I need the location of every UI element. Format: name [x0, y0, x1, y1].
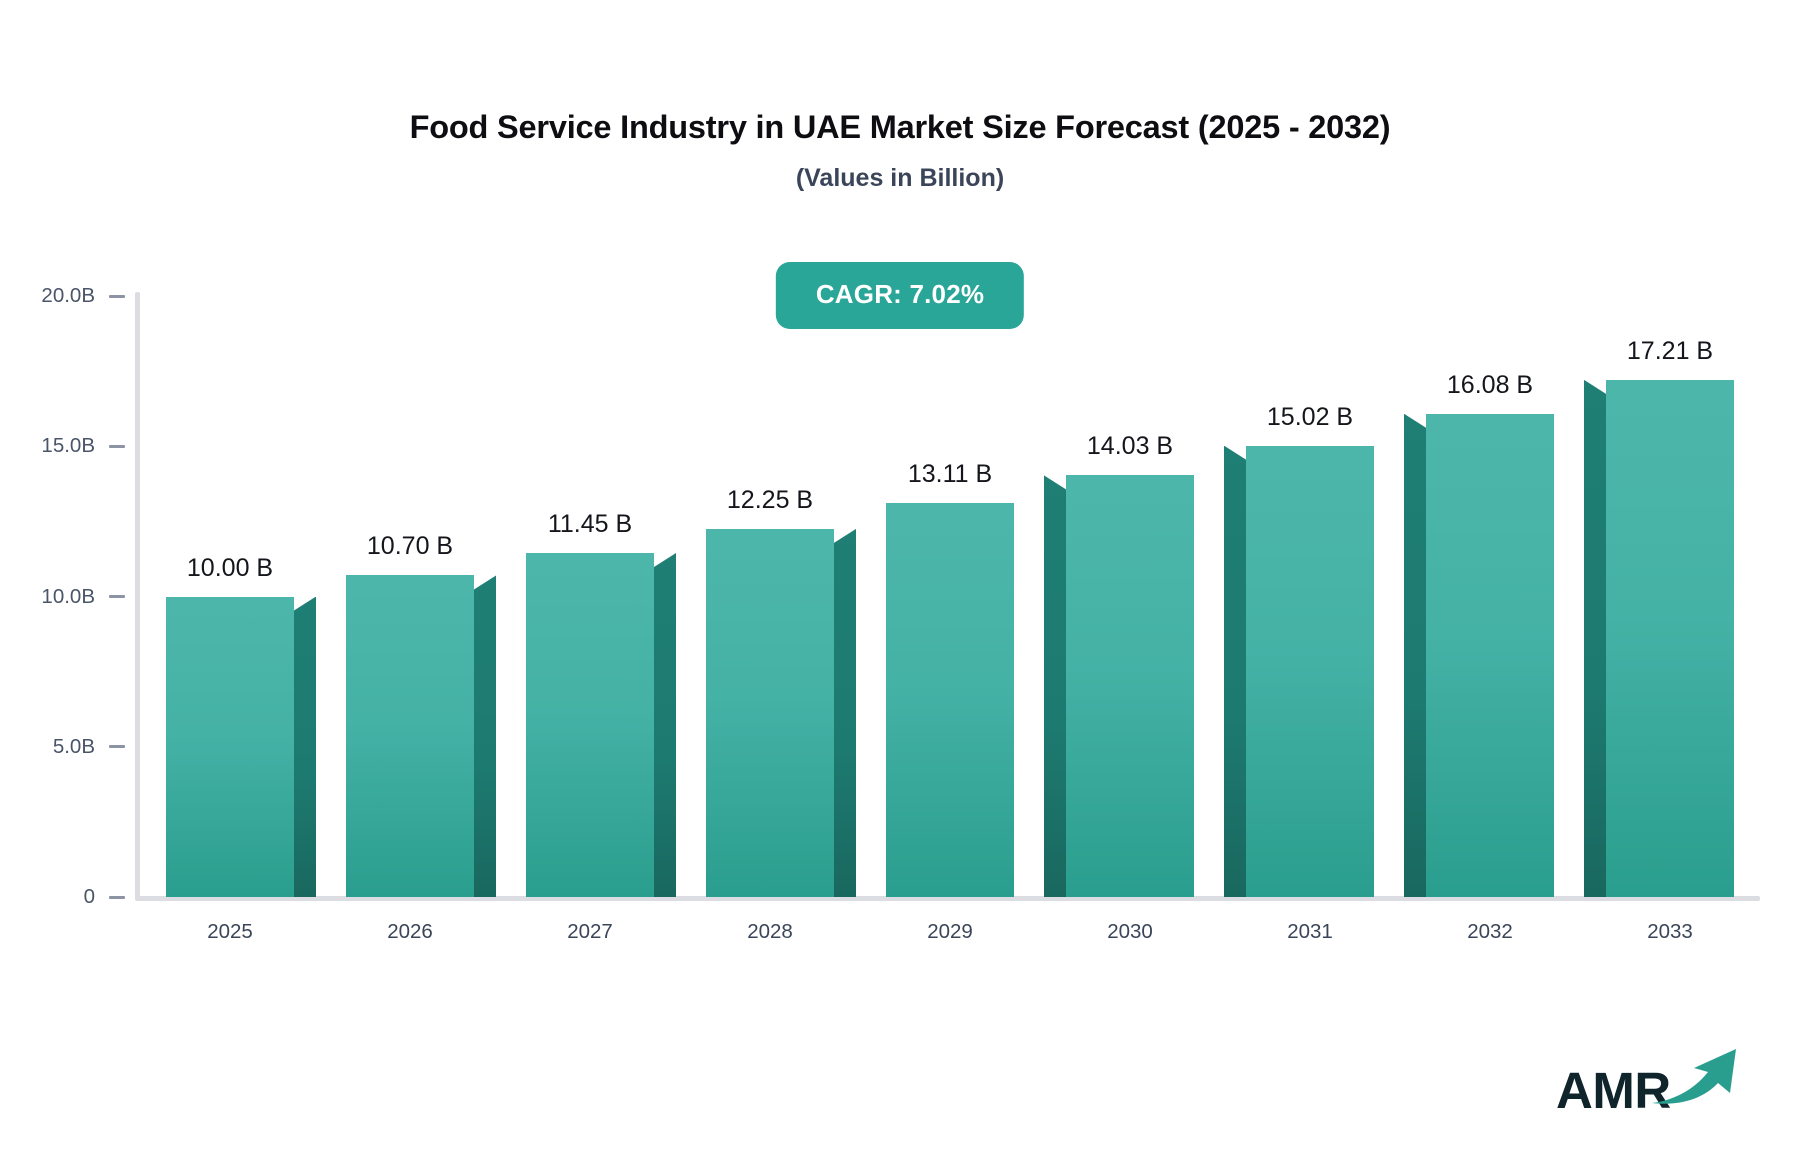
bar-front-face: [1246, 445, 1374, 897]
bar-front-face: [526, 552, 654, 897]
bar-value-label: 16.08 B: [1446, 370, 1534, 399]
x-axis-label: 2033: [1647, 920, 1693, 943]
x-axis-line: [135, 896, 1760, 901]
y-axis-line: [135, 292, 140, 900]
y-axis-tick-label: 15.0B: [41, 434, 95, 458]
bar[interactable]: 13.11 B: [886, 460, 1014, 897]
bar[interactable]: 12.25 B: [706, 486, 856, 897]
chart-header: Food Service Industry in UAE Market Size…: [0, 108, 1800, 193]
bar[interactable]: 10.70 B: [346, 532, 496, 897]
bar-front-face: [346, 575, 474, 897]
bar-value-label: 13.11 B: [907, 460, 993, 489]
y-axis-tick: 15.0B: [0, 431, 125, 461]
bar-side-face: [474, 575, 496, 897]
bar-side-face: [1404, 413, 1426, 897]
bars-layer: 10.00 B 10.70 B 11.45 B 12.25 B 13.11 B 14.03…: [140, 0, 1760, 1156]
bar-side-face: [1584, 379, 1606, 897]
bar-value-label: 14.03 B: [1086, 432, 1174, 461]
bar-value-label: 10.00 B: [186, 553, 274, 582]
bar-side-face: [294, 596, 316, 897]
x-axis-label: 2032: [1467, 920, 1513, 943]
bar-front-face: [166, 596, 294, 897]
x-axis-label: 2028: [747, 920, 793, 943]
chart-title: Food Service Industry in UAE Market Size…: [409, 109, 1391, 145]
y-axis-tick-mark: [109, 895, 125, 899]
y-axis-tick-label: 10.0B: [41, 584, 95, 608]
y-axis-tick-mark: [109, 745, 125, 749]
chart-subtitle: (Values in Billion): [795, 164, 1005, 192]
x-axis-label: 2026: [387, 920, 433, 943]
x-axis-label: 2029: [927, 920, 973, 943]
y-axis-tick-mark: [109, 444, 125, 448]
bar-value-label: 11.45 B: [547, 509, 633, 538]
bar-value-label: 17.21 B: [1626, 336, 1714, 365]
y-axis-tick: 5.0B: [0, 732, 125, 762]
upward-arrow-icon: [1652, 1049, 1736, 1104]
x-axis-label: 2027: [567, 920, 613, 943]
x-axis-label: 2030: [1107, 920, 1153, 943]
bar-side-face: [1224, 445, 1246, 897]
x-axis-label: 2025: [207, 920, 253, 943]
bar[interactable]: 14.03 B: [1044, 432, 1194, 897]
y-axis-tick-label: 5.0B: [52, 734, 95, 758]
x-axis-label: 2031: [1287, 920, 1333, 943]
y-axis-tick: 0: [0, 882, 125, 912]
bar[interactable]: 15.02 B: [1224, 403, 1374, 897]
y-axis-tick-mark: [109, 595, 125, 598]
bar-front-face: [886, 503, 1014, 897]
bar[interactable]: 17.21 B: [1584, 337, 1734, 897]
bar[interactable]: 11.45 B: [526, 510, 676, 897]
bar-front-face: [706, 528, 834, 897]
y-axis-tick: 10.0B: [0, 582, 125, 612]
bar[interactable]: 10.00 B: [166, 554, 316, 897]
amr-logo: AMR: [1556, 1040, 1742, 1122]
cagr-badge: CAGR: 7.02%: [775, 262, 1025, 329]
bar-front-face: [1066, 475, 1194, 897]
y-axis-tick-label: 0: [83, 885, 95, 908]
y-axis-tick-label: 20.0B: [41, 284, 95, 307]
bar-side-face: [834, 528, 856, 897]
amr-logo-text: AMR: [1556, 1062, 1671, 1119]
bar-front-face: [1606, 379, 1734, 897]
bar[interactable]: 16.08 B: [1404, 371, 1554, 897]
bar-side-face: [654, 552, 676, 897]
bar-side-face: [1044, 475, 1066, 897]
bar-front-face: [1426, 413, 1554, 897]
bar-value-label: 12.25 B: [726, 485, 814, 514]
bar-value-label: 15.02 B: [1266, 402, 1354, 431]
y-axis-tick: 20.0B: [0, 281, 125, 311]
y-axis-tick-mark: [109, 294, 125, 298]
bar-value-label: 10.70 B: [366, 532, 454, 561]
